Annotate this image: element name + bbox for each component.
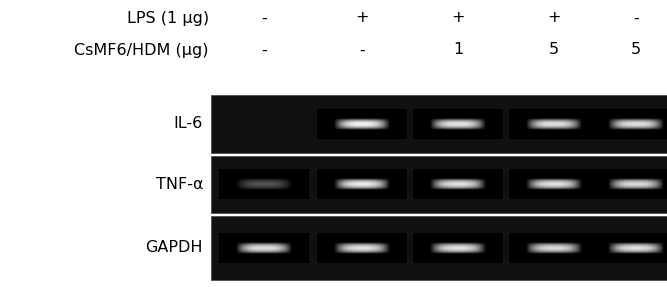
Text: LPS (1 μg): LPS (1 μg) (127, 11, 209, 26)
Bar (211, 216, 667, 280)
Text: -: - (359, 42, 365, 57)
Text: GAPDH: GAPDH (145, 241, 203, 255)
Text: -: - (261, 11, 267, 26)
Text: 5: 5 (631, 42, 641, 57)
Text: 5: 5 (549, 42, 559, 57)
Text: +: + (452, 11, 465, 26)
Text: -: - (261, 42, 267, 57)
Text: 1: 1 (453, 42, 463, 57)
Bar (211, 156, 667, 213)
Text: CsMF6/HDM (μg): CsMF6/HDM (μg) (75, 42, 209, 57)
Text: TNF-α: TNF-α (155, 177, 203, 192)
Text: +: + (547, 11, 561, 26)
Text: +: + (356, 11, 369, 26)
Text: -: - (633, 11, 639, 26)
Text: IL-6: IL-6 (173, 117, 203, 131)
Bar (211, 95, 667, 153)
